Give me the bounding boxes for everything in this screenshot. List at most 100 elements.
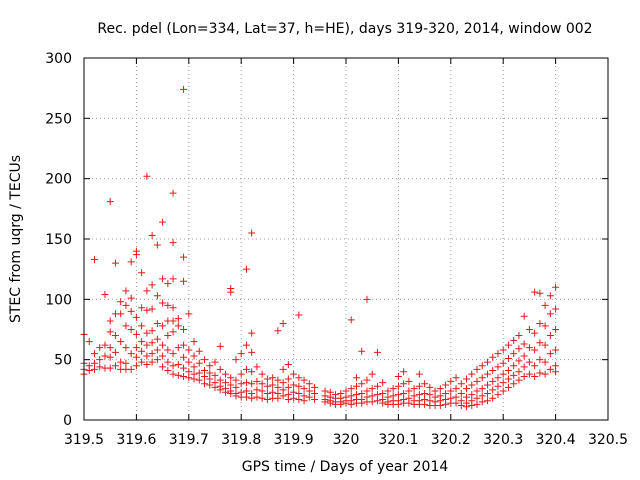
data-point — [368, 385, 376, 393]
data-point — [221, 370, 229, 378]
data-point — [520, 363, 528, 371]
data-point — [111, 348, 119, 356]
data-point — [242, 387, 250, 395]
data-point — [489, 394, 497, 402]
data-point — [279, 319, 287, 327]
data-point — [415, 391, 423, 399]
data-point — [117, 298, 125, 306]
data-point — [347, 400, 355, 408]
data-point — [90, 365, 98, 373]
data-point — [483, 389, 491, 397]
data-point — [174, 371, 182, 379]
data-point — [117, 310, 125, 318]
data-point — [164, 280, 172, 288]
data-point — [132, 353, 140, 361]
x-tick-label: 319.9 — [274, 432, 314, 448]
data-point — [494, 391, 502, 399]
data-point — [489, 386, 497, 394]
data-point — [216, 365, 224, 373]
data-point — [132, 344, 140, 352]
data-point — [510, 350, 518, 358]
data-point — [552, 326, 560, 333]
data-point — [504, 375, 512, 383]
data-point — [515, 345, 523, 353]
data-point — [185, 310, 193, 318]
data-point — [494, 363, 502, 371]
data-point — [106, 317, 114, 325]
data-point — [90, 350, 98, 358]
data-point — [132, 313, 140, 321]
chart-title: Rec. pdel (Lon=334, Lat=37, h=HE), days … — [97, 21, 592, 37]
data-point — [489, 367, 497, 375]
data-point — [515, 376, 523, 384]
x-tick-label: 320 — [333, 432, 360, 448]
data-point — [457, 380, 465, 388]
data-point — [468, 381, 476, 389]
data-point — [263, 375, 271, 383]
data-point — [379, 399, 387, 407]
data-point — [253, 377, 261, 385]
data-point — [180, 326, 188, 333]
data-point — [463, 393, 471, 401]
data-point — [237, 380, 245, 388]
data-point — [106, 328, 114, 336]
data-point — [185, 374, 193, 382]
data-point — [546, 350, 554, 358]
y-tick-label: 150 — [45, 232, 72, 248]
data-point — [295, 311, 303, 319]
data-point — [258, 394, 266, 402]
data-point — [510, 336, 518, 344]
data-point — [546, 310, 554, 318]
y-tick-label: 50 — [54, 353, 72, 369]
x-tick-label: 320.2 — [431, 432, 471, 448]
data-point — [127, 350, 135, 358]
data-point — [463, 375, 471, 383]
data-point — [169, 362, 177, 370]
data-point — [368, 392, 376, 400]
data-point — [127, 258, 135, 266]
data-point — [421, 400, 429, 408]
data-point — [504, 341, 512, 349]
data-point — [442, 389, 450, 397]
data-point — [232, 383, 240, 391]
data-point — [248, 394, 256, 402]
data-point — [174, 315, 182, 323]
data-point — [216, 376, 224, 384]
data-point — [127, 307, 135, 315]
data-point — [483, 381, 491, 389]
data-point — [358, 399, 366, 407]
data-point — [190, 338, 198, 346]
data-point — [405, 387, 413, 395]
data-point — [227, 288, 235, 296]
data-point — [237, 370, 245, 378]
data-point — [358, 347, 366, 355]
data-point — [143, 287, 151, 295]
data-point — [180, 353, 188, 361]
data-point — [153, 346, 161, 354]
data-point — [284, 360, 292, 368]
data-point — [421, 380, 429, 388]
data-point — [164, 367, 172, 375]
data-point — [504, 354, 512, 362]
data-point — [546, 292, 554, 300]
data-point — [221, 379, 229, 387]
data-point — [295, 382, 303, 390]
data-point — [405, 377, 413, 385]
data-point — [242, 341, 250, 349]
data-point — [541, 322, 549, 330]
data-point — [96, 363, 104, 371]
data-point — [111, 362, 119, 370]
data-point — [159, 322, 167, 330]
data-point — [106, 364, 114, 372]
data-point — [159, 363, 167, 371]
data-point — [138, 338, 146, 346]
data-point — [394, 382, 402, 390]
data-point — [269, 374, 277, 382]
data-point — [400, 389, 408, 397]
data-point — [447, 377, 455, 385]
data-point — [494, 374, 502, 382]
data-point — [274, 383, 282, 391]
data-point — [515, 332, 523, 340]
data-point — [525, 370, 533, 378]
data-point — [216, 342, 224, 350]
